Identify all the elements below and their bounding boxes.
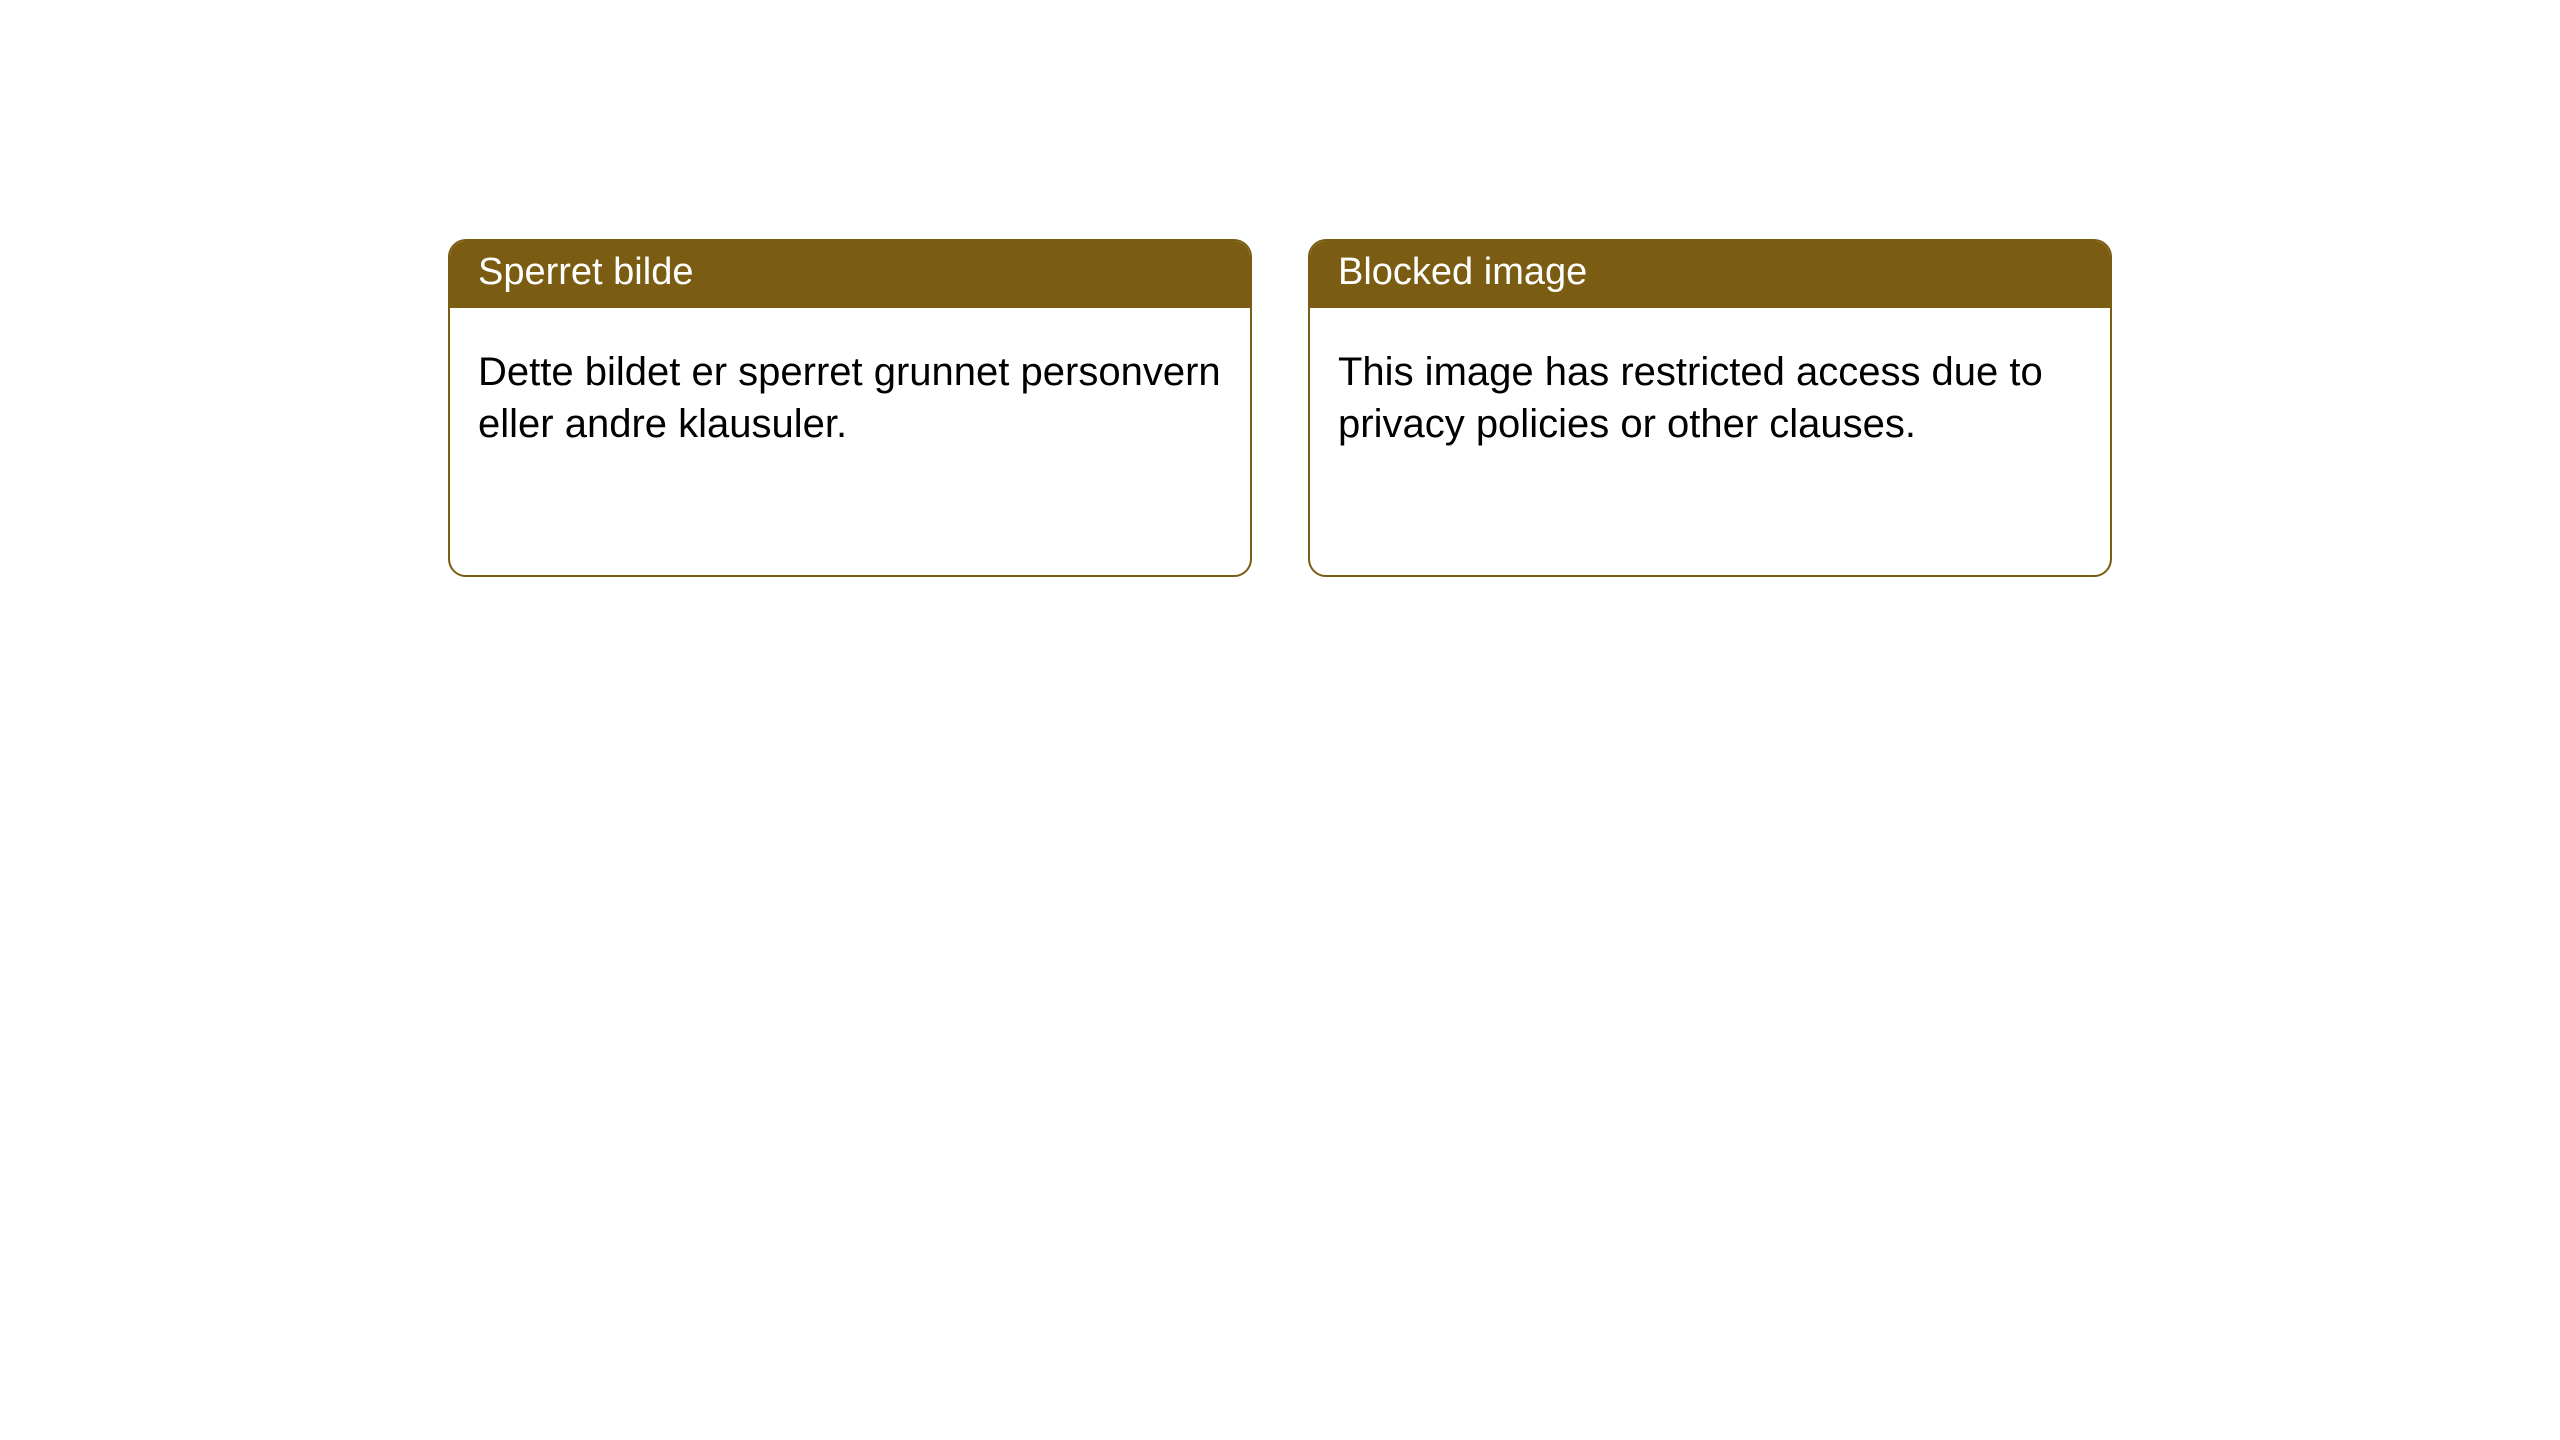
notice-body-norwegian: Dette bildet er sperret grunnet personve… <box>450 308 1250 478</box>
notice-container: Sperret bilde Dette bildet er sperret gr… <box>0 0 2560 577</box>
notice-title-norwegian: Sperret bilde <box>450 241 1250 308</box>
notice-body-english: This image has restricted access due to … <box>1310 308 2110 478</box>
notice-card-english: Blocked image This image has restricted … <box>1308 239 2112 577</box>
notice-title-english: Blocked image <box>1310 241 2110 308</box>
notice-card-norwegian: Sperret bilde Dette bildet er sperret gr… <box>448 239 1252 577</box>
